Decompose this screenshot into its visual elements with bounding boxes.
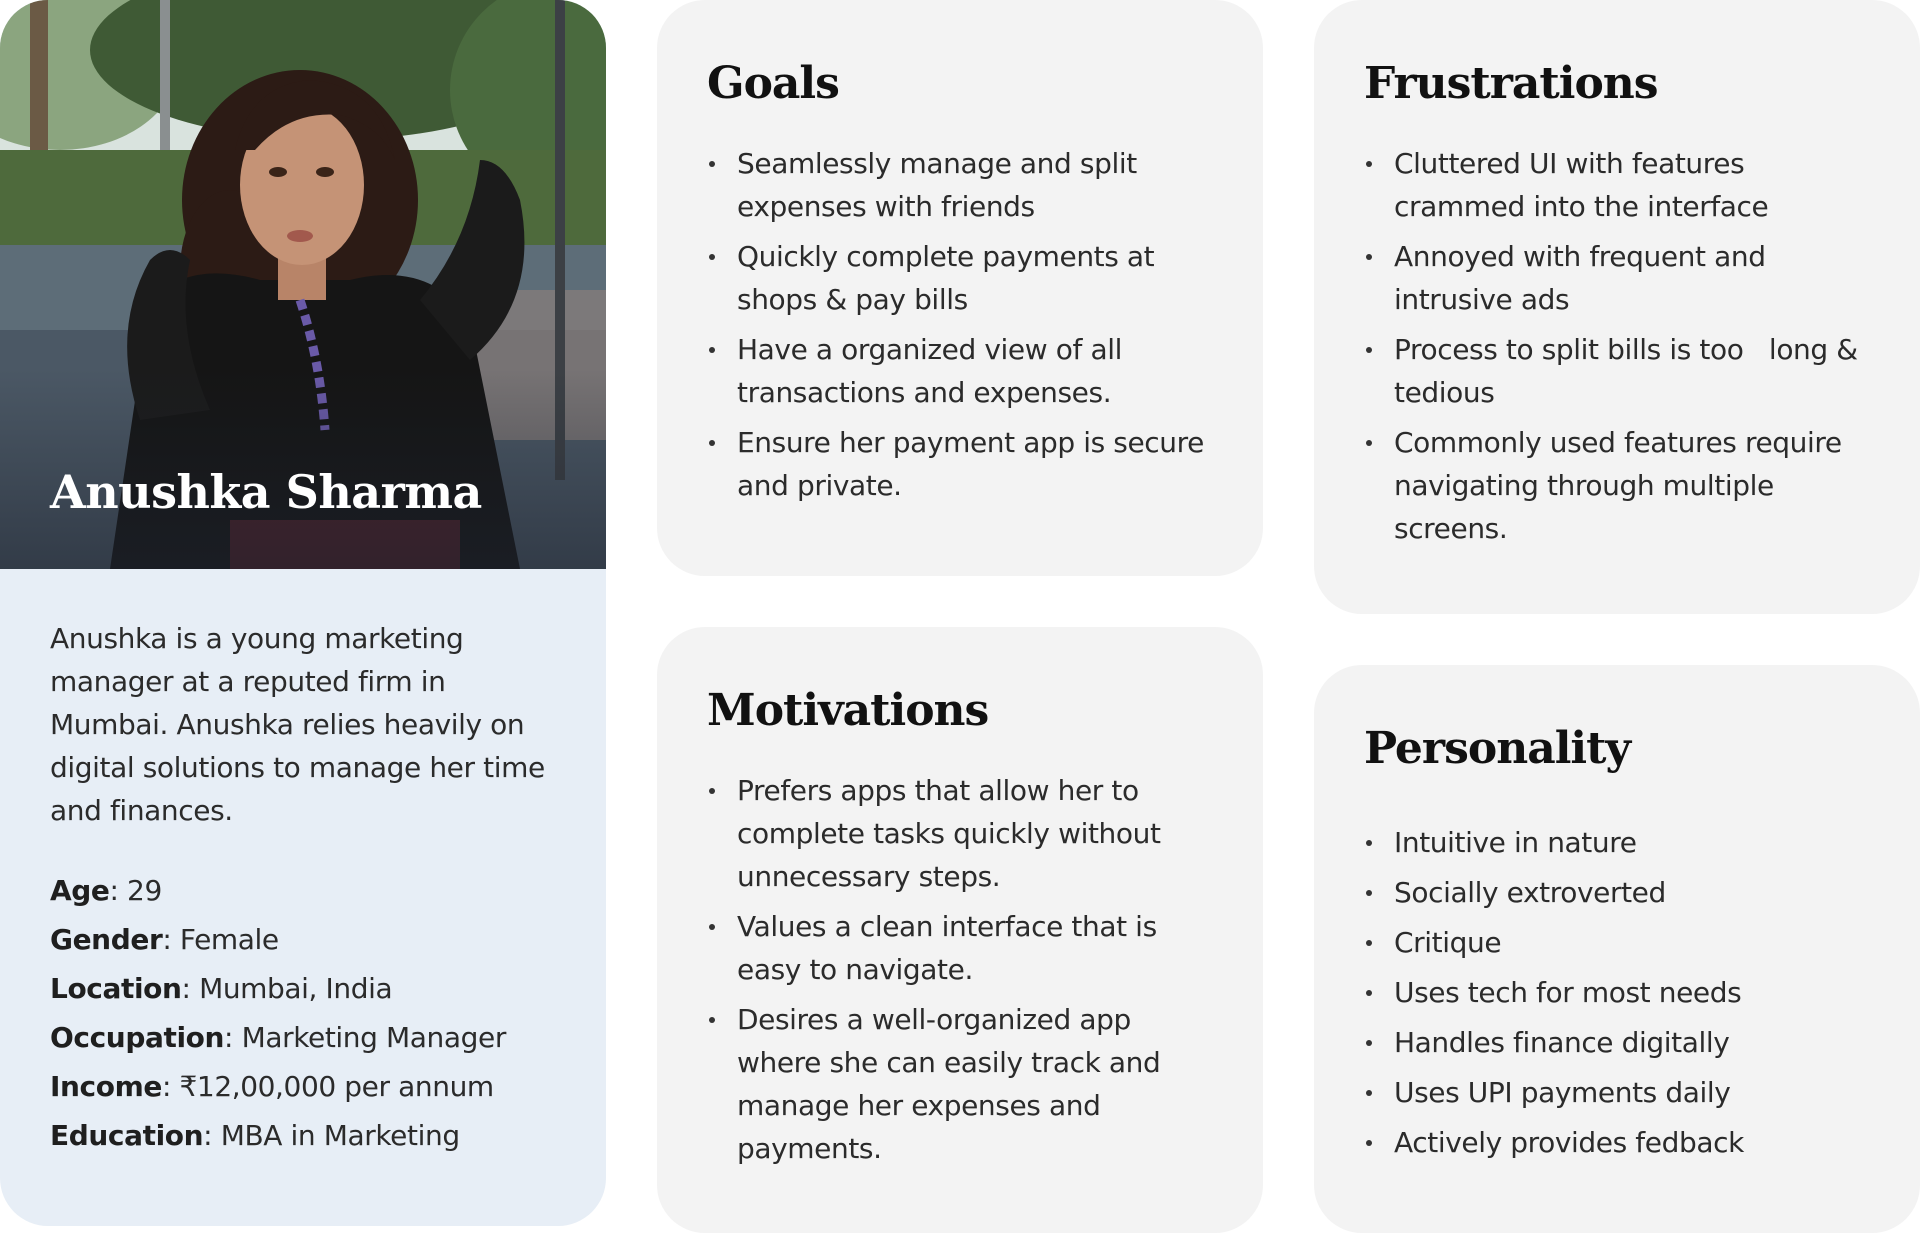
detail-label: Location [50, 972, 182, 1005]
motivation-item: Desires a well-organized app where she c… [707, 998, 1213, 1170]
frustration-item: Process to split bills is too long & ted… [1364, 328, 1870, 414]
detail-education: Education: MBA in Marketing [50, 1111, 506, 1160]
personality-item: Critique [1364, 921, 1870, 964]
detail-value: : Marketing Manager [224, 1021, 506, 1054]
frustrations-list: Cluttered UI with features crammed into … [1364, 142, 1870, 550]
goals-card: Goals Seamlessly manage and split expens… [657, 0, 1263, 576]
personality-list: Intuitive in nature Socially extroverted… [1364, 821, 1870, 1164]
detail-occupation: Occupation: Marketing Manager [50, 1013, 506, 1062]
detail-value: : ₹12,00,000 per annum [161, 1070, 494, 1103]
goal-item: Have a organized view of all transaction… [707, 328, 1213, 414]
detail-income: Income: ₹12,00,000 per annum [50, 1062, 506, 1111]
frustrations-card: Frustrations Cluttered UI with features … [1314, 0, 1920, 614]
motivation-item: Values a clean interface that is easy to… [707, 905, 1213, 991]
persona-name: Anushka Sharma [50, 465, 482, 519]
personality-item: Handles finance digitally [1364, 1021, 1870, 1064]
persona-bio: Anushka is a young marketing manager at … [50, 622, 545, 827]
detail-label: Age [50, 874, 110, 907]
goals-title: Goals [707, 58, 840, 109]
detail-label: Gender [50, 923, 163, 956]
goal-item: Seamlessly manage and split expenses wit… [707, 142, 1213, 228]
detail-value: : 29 [109, 874, 163, 907]
motivations-card: Motivations Prefers apps that allow her … [657, 627, 1263, 1233]
motivation-item: Prefers apps that allow her to complete … [707, 769, 1213, 898]
motivations-list: Prefers apps that allow her to complete … [707, 769, 1213, 1170]
personality-item: Intuitive in nature [1364, 821, 1870, 864]
personality-title: Personality [1364, 723, 1631, 774]
detail-value: : Female [162, 923, 279, 956]
goals-list: Seamlessly manage and split expenses wit… [707, 142, 1213, 507]
persona-details-list: Age: 29 Gender: Female Location: Mumbai,… [50, 866, 506, 1160]
frustration-item: Commonly used features require navigatin… [1364, 421, 1870, 550]
persona-photo: Anushka Sharma [0, 0, 606, 569]
frustration-item: Cluttered UI with features crammed into … [1364, 142, 1870, 228]
goal-item: Quickly complete payments at shops & pay… [707, 235, 1213, 321]
frustration-item: Annoyed with frequent and intrusive ads [1364, 235, 1870, 321]
personality-card: Personality Intuitive in nature Socially… [1314, 665, 1920, 1233]
detail-value: : Mumbai, India [181, 972, 393, 1005]
persona-profile-card: Anushka Sharma Anushka is a young market… [0, 0, 606, 1226]
goal-item: Ensure her payment app is secure and pri… [707, 421, 1213, 507]
personality-item: Socially extroverted [1364, 871, 1870, 914]
personality-item: Uses UPI payments daily [1364, 1071, 1870, 1114]
detail-value: : MBA in Marketing [203, 1119, 460, 1152]
frustrations-title: Frustrations [1364, 58, 1659, 109]
detail-age: Age: 29 [50, 866, 506, 915]
detail-label: Income [50, 1070, 162, 1103]
motivations-title: Motivations [707, 685, 989, 736]
personality-item: Uses tech for most needs [1364, 971, 1870, 1014]
personality-item: Actively provides fedback [1364, 1121, 1870, 1164]
photo-gradient-overlay [0, 369, 606, 569]
detail-gender: Gender: Female [50, 915, 506, 964]
detail-location: Location: Mumbai, India [50, 964, 506, 1013]
detail-label: Occupation [50, 1021, 225, 1054]
detail-label: Education [50, 1119, 204, 1152]
